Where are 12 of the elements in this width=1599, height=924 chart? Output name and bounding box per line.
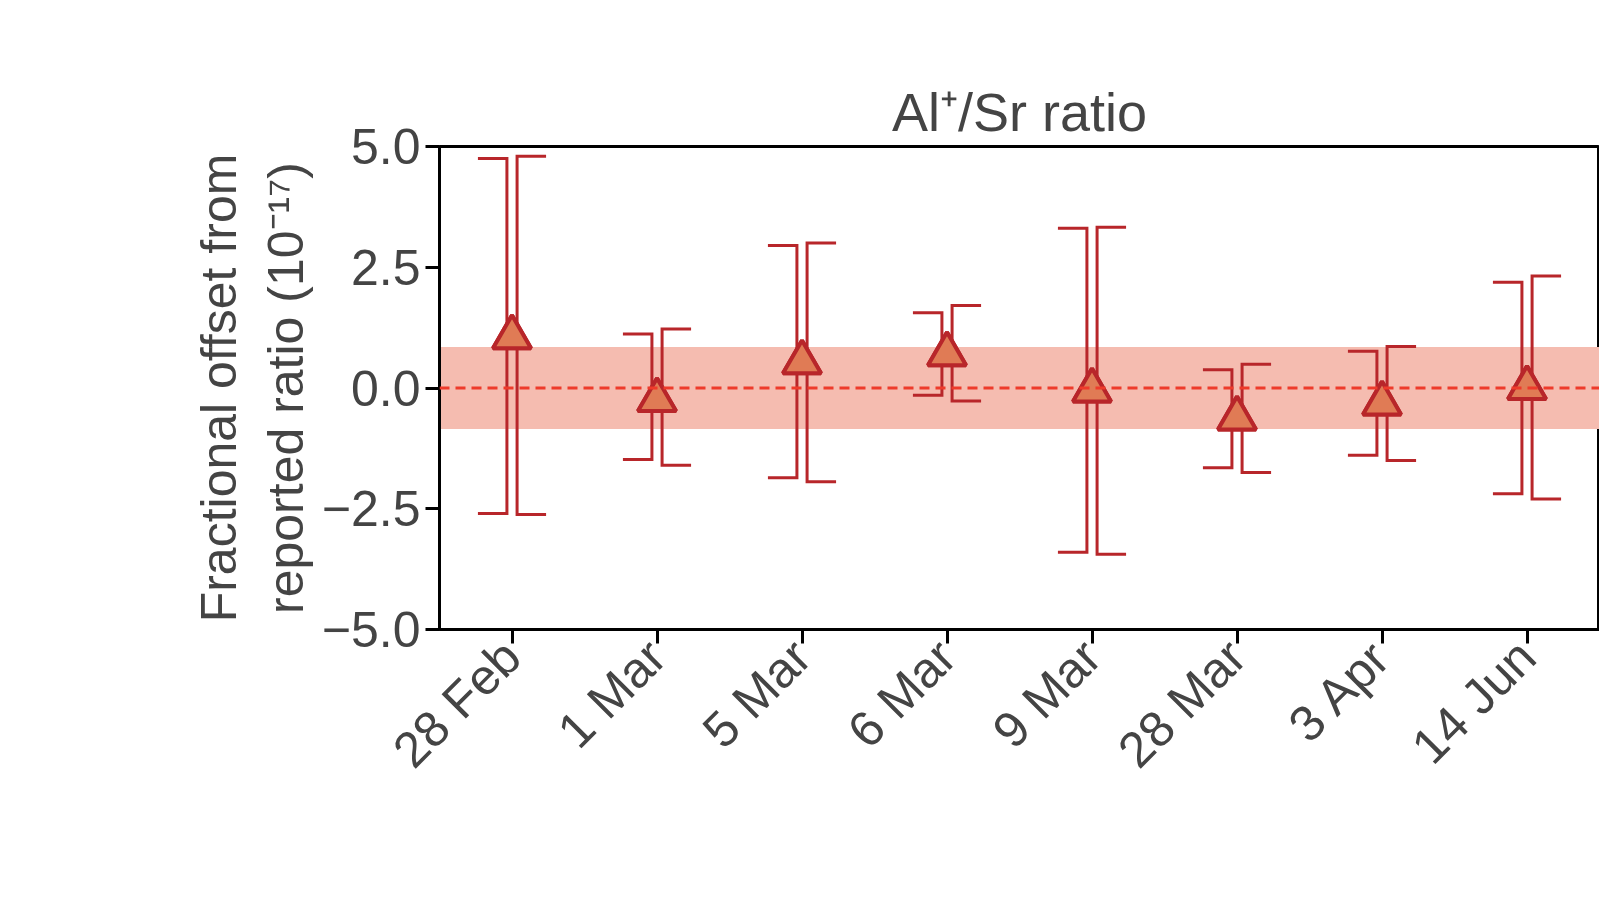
y-tick-label: −2.5 <box>321 481 421 538</box>
y-tick-label: 0.0 <box>350 360 421 417</box>
y-tick-label: 5.0 <box>350 119 421 175</box>
y-axis-title: Fractional offset from reported ratio (10⁻¹⁷) <box>190 153 314 623</box>
x-tick-label: 1 Mar <box>546 628 677 759</box>
y-tick-label: 2.5 <box>350 239 421 296</box>
x-tick-label: 3 Apr <box>1277 630 1400 753</box>
x-tick-label: 6 Mar <box>836 628 967 759</box>
x-tick-label: 5 Mar <box>691 628 822 759</box>
x-tick-label: 14 Jun <box>1401 628 1547 775</box>
y-tick-label: −5.0 <box>321 602 421 658</box>
chart-title: Al⁺/Sr ratio <box>891 81 1148 142</box>
